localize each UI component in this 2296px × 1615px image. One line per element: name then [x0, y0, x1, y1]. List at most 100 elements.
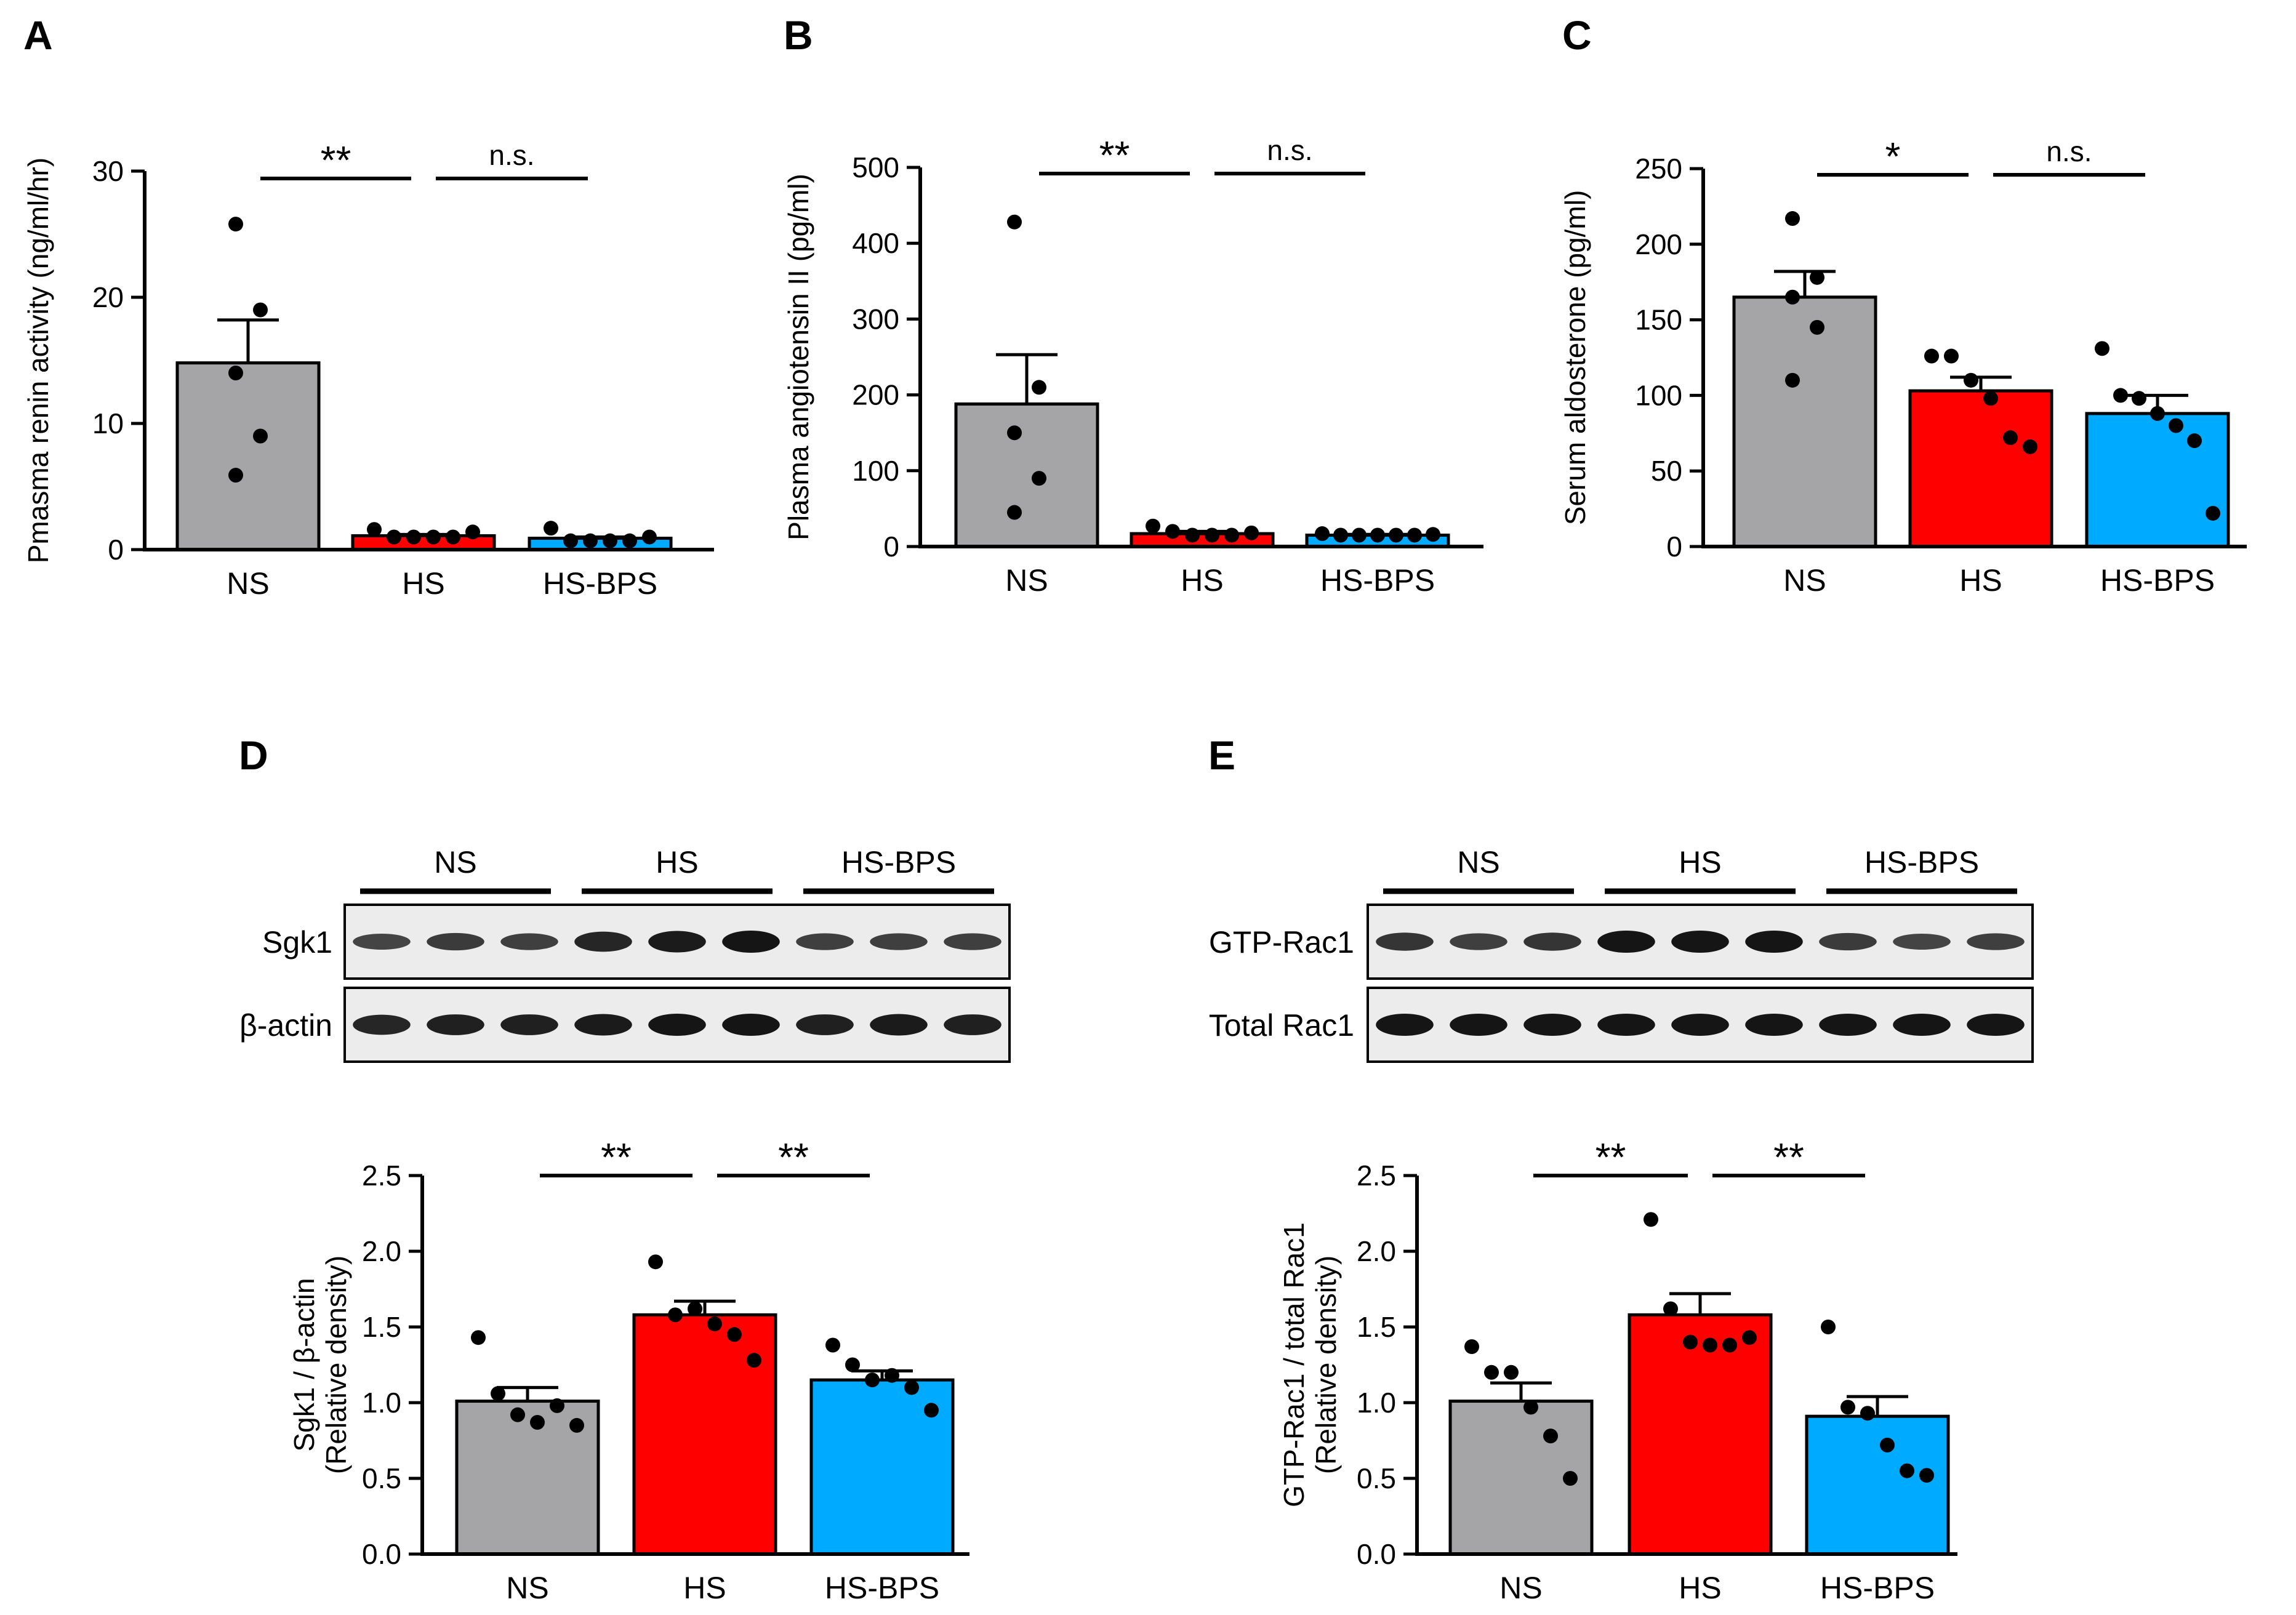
data-point	[228, 468, 243, 483]
data-point	[622, 533, 637, 548]
data-point	[2187, 433, 2202, 449]
y-tick-label: 1.5	[1357, 1311, 1396, 1343]
data-point	[1785, 289, 1800, 305]
data-point	[1785, 372, 1800, 388]
data-point	[2113, 388, 2128, 403]
blot-band	[1745, 1014, 1803, 1036]
data-point	[1900, 1463, 1914, 1478]
data-point	[1523, 1400, 1538, 1415]
data-point	[2095, 341, 2109, 356]
category-label-hs: HS	[402, 566, 444, 601]
data-point	[1007, 425, 1022, 441]
data-point	[228, 217, 243, 232]
blot-band	[1819, 1014, 1877, 1036]
data-point	[885, 1368, 899, 1383]
y-tick-label: 100	[852, 455, 899, 487]
blot-band	[574, 1014, 632, 1036]
y-axis-label-line2: (Relative density)	[1310, 1256, 1342, 1474]
chart-d: NS HS HS-BPS 0.0 0.5 1.0 1.5 2.0 2.5 Sgk1 / β-act…	[288, 1135, 969, 1605]
data-point	[465, 524, 480, 540]
western-blot-e: NS HS HS-BPS GTP-Rac1 Total Rac1	[1209, 845, 2034, 1063]
category-label-hs: HS	[1959, 563, 2002, 598]
y-tick-label: 0.5	[1357, 1462, 1396, 1494]
category-label-hs: HS	[1679, 1571, 1721, 1605]
blot-band	[427, 932, 484, 951]
significance-label: **	[778, 1135, 809, 1179]
data-point	[569, 1417, 584, 1433]
blot-band	[1893, 1014, 1951, 1036]
data-point	[648, 1254, 663, 1270]
data-point	[825, 1337, 840, 1353]
data-point	[1644, 1212, 1658, 1227]
bar-hs	[632, 1313, 777, 1556]
data-point	[1703, 1337, 1717, 1353]
data-point	[642, 529, 657, 545]
category-label-hs: HS	[683, 1571, 726, 1605]
data-point	[426, 529, 441, 545]
data-point	[1315, 526, 1330, 542]
y-tick-label: 0.5	[362, 1462, 401, 1494]
blot-group-label-hs: HS	[656, 845, 698, 880]
blot-band	[1523, 1014, 1581, 1036]
blot-band	[1376, 1014, 1434, 1036]
category-label-hs-bps: HS-BPS	[1820, 1571, 1935, 1605]
panel-label-e: E	[1208, 732, 1235, 778]
data-point	[1821, 1320, 1836, 1334]
data-point	[2132, 391, 2146, 406]
significance-label: n.s.	[489, 139, 534, 171]
blot-group-label-hs-bps: HS-BPS	[1864, 845, 1979, 880]
data-point	[510, 1407, 525, 1422]
y-axis-label: Serum aldosterone (pg/ml)	[1559, 190, 1591, 526]
blot-band	[944, 933, 1001, 950]
data-point	[228, 366, 243, 380]
data-point	[924, 1403, 939, 1418]
blot-band	[1597, 1014, 1655, 1036]
data-point	[845, 1357, 860, 1373]
data-point	[471, 1330, 486, 1345]
bar-ns	[175, 361, 321, 551]
blot-band	[353, 933, 411, 950]
chart-a: NS HS HS-BPS 0 10 20 30 Pmasma renin activity (…	[22, 138, 714, 601]
bar-hs	[1628, 1313, 1773, 1556]
blot-band	[1523, 932, 1581, 951]
data-point	[1840, 1400, 1855, 1415]
y-axis-label-line2: (Relative density)	[320, 1256, 352, 1474]
y-tick-label: 1.5	[362, 1311, 401, 1343]
blot-band	[722, 931, 780, 953]
data-point	[1919, 1468, 1934, 1483]
y-tick-label: 0	[1666, 531, 1682, 563]
bar-hs	[1908, 389, 2053, 548]
blot-row-label: Sgk1	[262, 925, 332, 960]
data-point	[1007, 505, 1022, 520]
blot-band	[1967, 933, 2025, 950]
data-point	[253, 302, 268, 318]
y-tick-label: 300	[852, 303, 899, 335]
data-point	[1185, 527, 1200, 543]
blot-band	[722, 1014, 780, 1036]
y-tick-label: 200	[1635, 228, 1682, 260]
significance-label: n.s.	[1267, 134, 1312, 166]
blot-group-label-hs: HS	[1679, 845, 1721, 880]
data-point	[865, 1373, 880, 1388]
y-tick-label: 50	[1651, 455, 1682, 487]
data-point	[544, 521, 558, 536]
significance-label: **	[1773, 1135, 1804, 1179]
data-point	[2150, 406, 2165, 421]
bar-hs-bps	[2085, 412, 2230, 548]
data-point	[1663, 1301, 1678, 1316]
significance-label: **	[601, 1135, 632, 1179]
data-point	[1205, 527, 1219, 543]
blot-band	[1967, 1014, 2025, 1036]
y-tick-label: 2.0	[1357, 1235, 1396, 1267]
blot-band	[1893, 933, 1951, 950]
y-tick-label: 100	[1635, 379, 1682, 411]
blot-band	[648, 1014, 706, 1036]
panel-label-b: B	[784, 12, 813, 58]
data-point	[1407, 527, 1422, 543]
blot-band	[500, 933, 558, 950]
significance-label: **	[1099, 133, 1130, 177]
blot-band	[500, 1014, 558, 1035]
data-point	[1944, 348, 1959, 364]
data-point	[1146, 518, 1160, 534]
panel-label-c: C	[1562, 12, 1592, 58]
